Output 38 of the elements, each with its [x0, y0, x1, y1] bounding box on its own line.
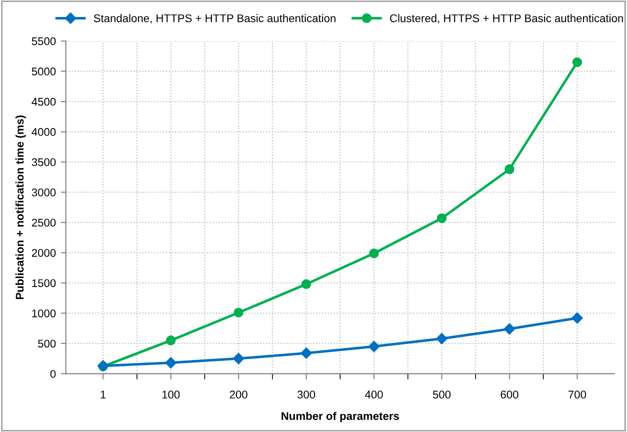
legend-label: Standalone, HTTPS + HTTP Basic authentication [94, 14, 336, 24]
y-tick-label: 0 [50, 370, 56, 378]
x-tick-label: 600 [500, 390, 518, 399]
point [572, 57, 582, 68]
point [300, 348, 312, 359]
y-tick-label: 5500 [32, 37, 56, 46]
point [436, 332, 448, 344]
point [368, 340, 380, 352]
x-tick-label: 1 [100, 390, 106, 398]
x-tick-label: 700 [568, 390, 586, 399]
y-tick-label: 4500 [32, 98, 56, 106]
x-axis-title: Number of parameters [282, 412, 399, 422]
x-tick-label: 500 [432, 390, 451, 399]
point [436, 213, 447, 224]
point [504, 164, 514, 174]
y-tick-label: 3500 [32, 158, 56, 166]
x-tick-label: 400 [365, 390, 383, 399]
y-tick-label: 4000 [32, 128, 56, 136]
point [166, 336, 176, 346]
legend-label: Clustered, HTTPS + HTTP Basic authentication [390, 14, 623, 24]
y-tick-label: 3000 [32, 188, 56, 196]
point [504, 323, 516, 335]
y-tick-label: 500 [38, 340, 56, 348]
y-tick-label: 1500 [32, 279, 56, 288]
point [232, 352, 244, 364]
point [165, 357, 176, 368]
point [234, 308, 244, 318]
point [572, 312, 583, 324]
x-tick-label: 200 [230, 390, 248, 399]
x-tick-label: 100 [162, 390, 180, 399]
y-tick-label: 1000 [32, 309, 56, 318]
y-tick-label: 2000 [32, 248, 56, 257]
y-tick-label: 2500 [32, 218, 56, 227]
x-tick-label: 300 [297, 390, 316, 399]
point [369, 248, 379, 258]
point [301, 279, 312, 290]
y-axis-title: Publication + notification time (ms) [15, 115, 26, 300]
y-tick-label: 5000 [32, 68, 56, 76]
